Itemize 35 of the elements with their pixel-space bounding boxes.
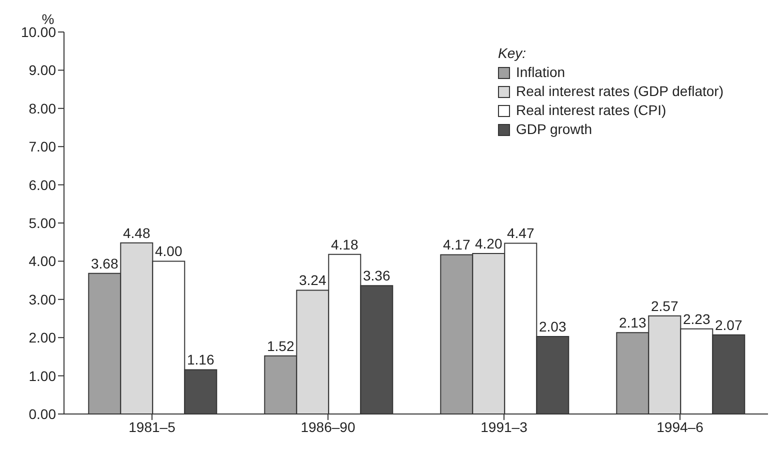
- data-label: 3.36: [363, 268, 390, 284]
- data-label: 3.24: [299, 272, 326, 288]
- y-tick-label: 2.00: [28, 330, 56, 346]
- data-label: 3.68: [91, 255, 118, 272]
- data-label: 2.13: [619, 314, 646, 331]
- data-label: 4.00: [155, 243, 182, 260]
- legend-label: GDP growth: [516, 120, 592, 139]
- data-label: 2.03: [539, 318, 566, 334]
- data-label: 2.57: [651, 298, 678, 314]
- data-label: 1.52: [267, 338, 294, 354]
- x-tick-label: 1981–5: [128, 418, 176, 435]
- y-tick-label: 6.00: [28, 176, 56, 193]
- y-tick-label: 1.00: [28, 368, 56, 384]
- x-tick-label: 1986–90: [300, 418, 356, 435]
- data-label: 4.20: [475, 236, 502, 252]
- legend-label: Real interest rates (GDP deflator): [516, 82, 724, 101]
- x-tick-label: 1994–6: [656, 418, 704, 435]
- legend-label: Inflation: [516, 63, 566, 82]
- data-label: 2.07: [715, 316, 742, 333]
- legend-title: Key:: [498, 44, 528, 63]
- data-label: 1.16: [187, 352, 214, 368]
- data-label: 4.17: [443, 236, 470, 253]
- data-label: 2.23: [683, 310, 710, 327]
- data-label: 4.47: [507, 225, 534, 242]
- y-tick-label: 0.00: [28, 406, 56, 422]
- y-tick-label: 5.00: [28, 214, 56, 231]
- legend-label: Real interest rates (CPI): [516, 101, 666, 120]
- y-tick-label: 4.00: [28, 253, 56, 270]
- y-tick-label: 7.00: [28, 138, 56, 155]
- data-label: 4.18: [331, 236, 358, 252]
- y-tick-label: 8.00: [28, 100, 56, 116]
- y-tick-label: 3.00: [28, 291, 56, 308]
- x-tick-label: 1991–3: [480, 418, 528, 435]
- data-label: 4.48: [123, 224, 150, 241]
- y-tick-label: 9.00: [28, 62, 56, 78]
